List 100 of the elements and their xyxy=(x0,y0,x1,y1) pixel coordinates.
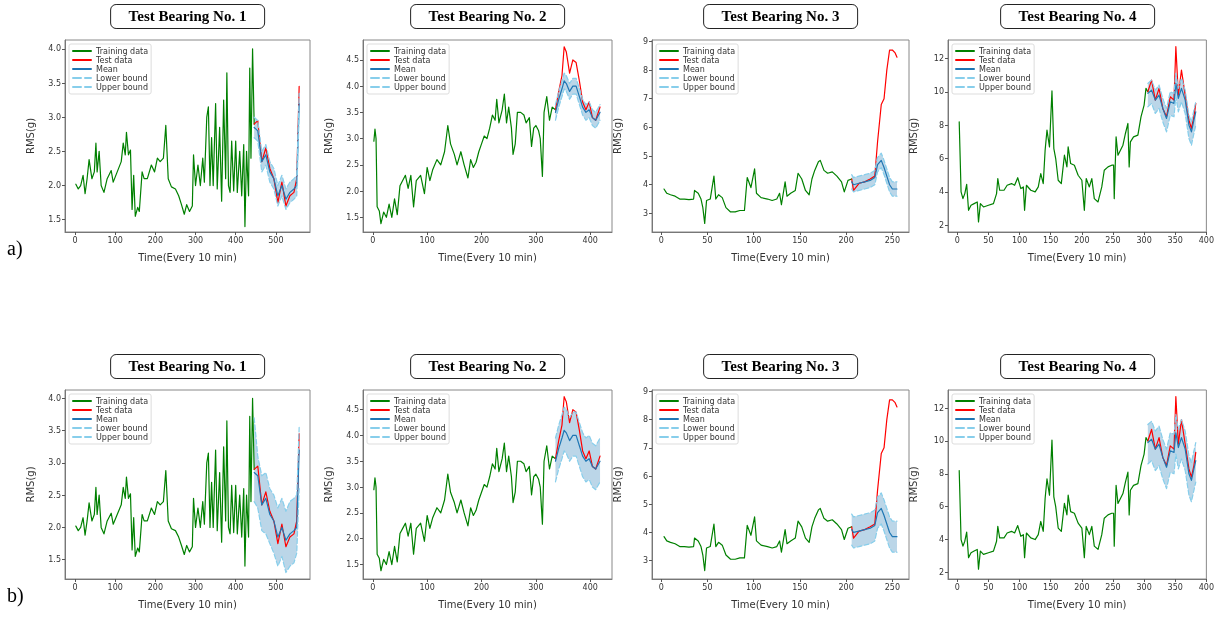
y-tick-label: 10 xyxy=(933,436,944,446)
x-axis-title: Time(Every 10 min) xyxy=(137,251,237,263)
y-tick-label: 3.0 xyxy=(48,458,61,468)
text: b) xyxy=(7,584,24,607)
y-tick-label: 3.5 xyxy=(346,107,359,117)
x-tick-label: 50 xyxy=(702,235,713,245)
legend-label: Lower bound xyxy=(683,73,735,83)
y-tick-label: 3.5 xyxy=(48,426,61,436)
x-tick-label: 100 xyxy=(1011,582,1028,592)
x-axis-title: Time(Every 10 min) xyxy=(437,251,537,263)
x-tick-label: 100 xyxy=(1011,235,1028,245)
chart-title: Test Bearing No. 2 xyxy=(409,4,566,29)
legend-label: Training data xyxy=(978,396,1032,406)
x-axis-title: Time(Every 10 min) xyxy=(730,251,830,263)
x-axis-title: Time(Every 10 min) xyxy=(1026,598,1127,610)
y-tick-label: 6 xyxy=(642,122,648,132)
x-tick-label: 400 xyxy=(1198,582,1215,592)
legend-label: Mean xyxy=(683,64,705,74)
x-tick-label: 100 xyxy=(746,235,762,245)
legend-label: Training data xyxy=(393,46,447,56)
legend-label: Mean xyxy=(683,414,705,424)
x-tick-label: 200 xyxy=(473,582,490,592)
y-tick-label: 8 xyxy=(938,469,944,479)
x-tick-label: 0 xyxy=(658,235,664,245)
x-tick-label: 400 xyxy=(228,582,244,592)
x-tick-label: 0 xyxy=(72,235,78,245)
x-tick-label: 250 xyxy=(884,235,900,245)
y-tick-label: 5 xyxy=(642,151,648,161)
x-tick-label: 150 xyxy=(792,235,808,245)
y-tick-label: 4.5 xyxy=(346,55,359,65)
x-tick-label: 300 xyxy=(187,235,204,245)
x-tick-label: 300 xyxy=(1136,582,1152,592)
y-tick-label: 4 xyxy=(938,187,944,197)
x-tick-label: 200 xyxy=(147,582,164,592)
legend-label: Lower bound xyxy=(394,73,446,83)
legend-label: Test data xyxy=(393,405,431,415)
x-tick-label: 150 xyxy=(1043,235,1059,245)
y-tick-label: 1.5 xyxy=(346,212,359,222)
y-tick-label: 4.5 xyxy=(346,405,359,415)
y-tick-label: 3 xyxy=(642,556,648,566)
y-tick-label: 9 xyxy=(642,36,648,46)
x-tick-label: 250 xyxy=(1105,582,1121,592)
x-tick-label: 200 xyxy=(147,235,164,245)
x-tick-label: 50 xyxy=(983,235,994,245)
legend-label: Lower bound xyxy=(979,423,1031,433)
y-axis-title: RMS(g) xyxy=(24,466,36,503)
legend-label: Mean xyxy=(96,64,118,74)
y-tick-label: 4 xyxy=(642,180,648,190)
legend-label: Test data xyxy=(393,55,431,65)
legend-label: Upper bound xyxy=(683,82,735,92)
y-tick-label: 2.0 xyxy=(48,181,61,191)
x-axis-title: Time(Every 10 min) xyxy=(137,598,237,610)
legend-label: Test data xyxy=(682,55,720,65)
y-tick-label: 3 xyxy=(642,208,648,218)
legend-label: Test data xyxy=(95,55,133,65)
x-tick-label: 0 xyxy=(72,582,78,592)
legend-label: Lower bound xyxy=(96,423,148,433)
y-tick-label: 3.5 xyxy=(48,78,61,88)
y-tick-label: 3.5 xyxy=(346,456,359,466)
x-tick-label: 200 xyxy=(838,582,854,592)
x-tick-label: 400 xyxy=(582,235,598,245)
y-tick-label: 2.0 xyxy=(346,534,359,544)
x-tick-label: 200 xyxy=(473,235,490,245)
legend-label: Test data xyxy=(682,405,720,415)
y-tick-label: 6 xyxy=(938,154,944,164)
y-tick-label: 8 xyxy=(642,65,648,75)
y-tick-label: 2.5 xyxy=(48,146,61,156)
y-tick-label: 3.0 xyxy=(346,134,359,144)
y-tick-label: 4 xyxy=(642,527,648,537)
y-tick-label: 2 xyxy=(938,567,944,577)
y-axis-title: RMS(g) xyxy=(611,117,623,155)
x-tick-label: 500 xyxy=(268,235,284,245)
y-tick-label: 4.0 xyxy=(48,393,61,403)
text: a) xyxy=(7,237,23,260)
legend-label: Lower bound xyxy=(96,73,148,83)
x-tick-label: 100 xyxy=(107,235,123,245)
legend-label: Training data xyxy=(682,396,736,406)
x-tick-label: 400 xyxy=(582,582,598,592)
y-tick-label: 4 xyxy=(938,535,944,545)
legend-label: Lower bound xyxy=(979,73,1031,83)
x-tick-label: 250 xyxy=(884,582,900,592)
y-tick-label: 6 xyxy=(642,471,648,481)
y-tick-label: 2 xyxy=(938,220,944,230)
x-tick-label: 150 xyxy=(792,582,808,592)
x-tick-label: 300 xyxy=(187,582,204,592)
x-tick-label: 100 xyxy=(419,235,435,245)
x-tick-label: 0 xyxy=(370,582,376,592)
x-tick-label: 100 xyxy=(746,582,762,592)
y-tick-label: 4.0 xyxy=(346,81,359,91)
y-axis-title: RMS(g) xyxy=(611,466,623,503)
y-tick-label: 3.0 xyxy=(346,482,359,492)
y-tick-label: 8 xyxy=(642,415,648,425)
x-tick-label: 0 xyxy=(370,235,376,245)
x-tick-label: 200 xyxy=(1074,582,1090,592)
x-axis-title: Time(Every 10 min) xyxy=(730,598,830,610)
chart-title: Test Bearing No. 3 xyxy=(702,354,859,379)
legend-label: Upper bound xyxy=(96,432,148,442)
x-tick-label: 100 xyxy=(419,582,435,592)
x-tick-label: 350 xyxy=(1167,235,1183,245)
chart-title: Test Bearing No. 2 xyxy=(409,354,566,379)
